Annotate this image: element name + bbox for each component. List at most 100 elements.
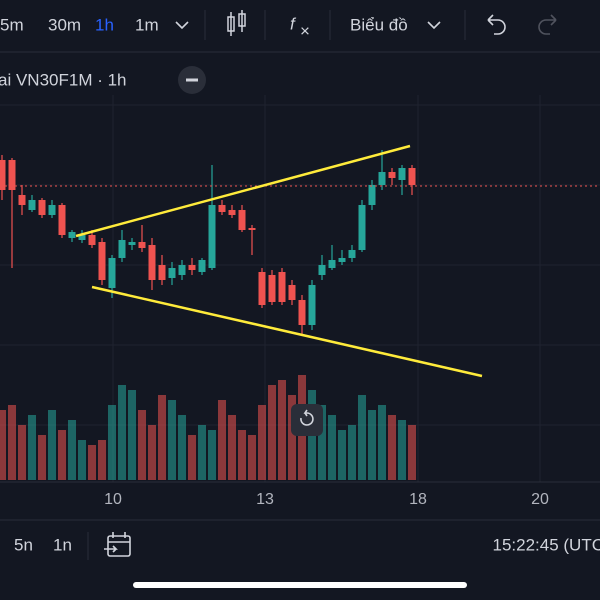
interval-button[interactable]: 1h — [95, 15, 114, 34]
candle-body — [128, 242, 136, 245]
volume-bar — [228, 415, 236, 480]
candle-body — [118, 240, 126, 258]
chart-type-menu[interactable]: Biểu đồ — [350, 15, 408, 34]
candle-body — [178, 265, 186, 275]
volume-bar — [398, 420, 406, 480]
candle-body — [158, 265, 166, 280]
volume-bar — [158, 395, 166, 480]
candle-body — [408, 168, 416, 185]
candle-body — [38, 200, 46, 215]
volume-bar — [68, 420, 76, 480]
candle-body — [8, 160, 16, 190]
interval-button[interactable]: 1m — [135, 15, 159, 34]
candle-body — [398, 168, 406, 180]
indicator-icon[interactable]: f — [290, 14, 297, 33]
interval-button[interactable]: 5m — [0, 15, 24, 34]
volume-bar — [198, 425, 206, 480]
volume-bar — [268, 385, 276, 480]
candle-body — [258, 272, 266, 305]
volume-bar — [368, 410, 376, 480]
volume-bar — [8, 405, 16, 480]
candle-body — [308, 285, 316, 325]
volume-bar — [278, 380, 286, 480]
candle-body — [78, 235, 86, 240]
candle-body — [98, 242, 106, 280]
candle-body — [58, 205, 66, 235]
interval-button[interactable]: 30m — [48, 15, 81, 34]
candle-body — [68, 232, 76, 238]
x-tick-label: 10 — [104, 491, 122, 508]
volume-bar — [348, 425, 356, 480]
volume-bar — [288, 395, 296, 480]
volume-bar — [388, 415, 396, 480]
volume-bar — [378, 405, 386, 480]
toolbar: f × Biểu đồ 5m 30m 1h 1m — [0, 10, 600, 53]
volume-bar — [218, 400, 226, 480]
goto-date-icon[interactable] — [104, 532, 131, 557]
volume-bar — [168, 400, 176, 480]
range-button[interactable]: 1n — [53, 535, 72, 554]
volume-bar — [408, 425, 416, 480]
range-button[interactable]: 5n — [14, 535, 33, 554]
volume-bar — [58, 430, 66, 480]
volume-bar — [128, 390, 136, 480]
candle-body — [198, 260, 206, 272]
candle-body — [378, 172, 386, 185]
candle-body — [318, 265, 326, 275]
volume-bar — [338, 430, 346, 480]
volume-bar — [78, 440, 86, 480]
candle-body — [108, 258, 116, 288]
volume-bar — [258, 405, 266, 480]
candle-body — [268, 275, 276, 302]
trend-line[interactable] — [75, 144, 411, 238]
volume-bar — [238, 430, 246, 480]
candle-body — [358, 205, 366, 250]
candle-body — [28, 200, 36, 210]
chevron[interactable] — [175, 21, 189, 30]
chevron[interactable] — [427, 21, 441, 30]
candle-body — [338, 258, 346, 262]
indicator-icon: × — [300, 21, 310, 40]
volume-bar — [358, 395, 366, 480]
candle-body — [0, 160, 6, 190]
volume-bar — [178, 415, 186, 480]
candle-body — [208, 205, 216, 268]
volume-bar — [138, 410, 146, 480]
candle-body — [148, 245, 156, 280]
candle-body — [288, 285, 296, 300]
volume-bar — [208, 430, 216, 480]
candle-body — [88, 235, 96, 245]
candle-body — [298, 300, 306, 325]
candle-body — [348, 250, 356, 258]
x-tick-label: 18 — [409, 491, 427, 508]
volume-bar — [48, 410, 56, 480]
reset-icon — [300, 409, 314, 426]
volume-bar — [88, 445, 96, 480]
candle-body — [18, 195, 26, 205]
volume-bar — [18, 425, 26, 480]
volume-bar — [318, 405, 326, 480]
candle-body — [138, 242, 146, 248]
reset-button[interactable] — [291, 404, 323, 436]
candle-body — [388, 172, 396, 178]
x-tick-label: 20 — [531, 491, 549, 508]
trend-line[interactable] — [91, 285, 483, 378]
candle-body — [278, 272, 286, 302]
volume-bar — [188, 435, 196, 480]
candle-body — [368, 185, 376, 205]
candle-icon[interactable] — [227, 10, 246, 36]
candle-body — [218, 205, 226, 212]
candle-body — [328, 260, 336, 268]
volume-bar — [148, 425, 156, 480]
clock: 15:22:45 (UTC — [493, 535, 600, 554]
volume-bar — [28, 415, 36, 480]
redo[interactable] — [538, 14, 557, 35]
volume-bar — [248, 435, 256, 480]
volume-bar — [118, 385, 126, 480]
volume-bar — [328, 415, 336, 480]
undo[interactable] — [487, 14, 506, 35]
volume-bar — [108, 405, 116, 480]
x-tick-label: 13 — [256, 491, 274, 508]
symbol-legend: ai VN30F1M · 1h — [0, 70, 127, 89]
